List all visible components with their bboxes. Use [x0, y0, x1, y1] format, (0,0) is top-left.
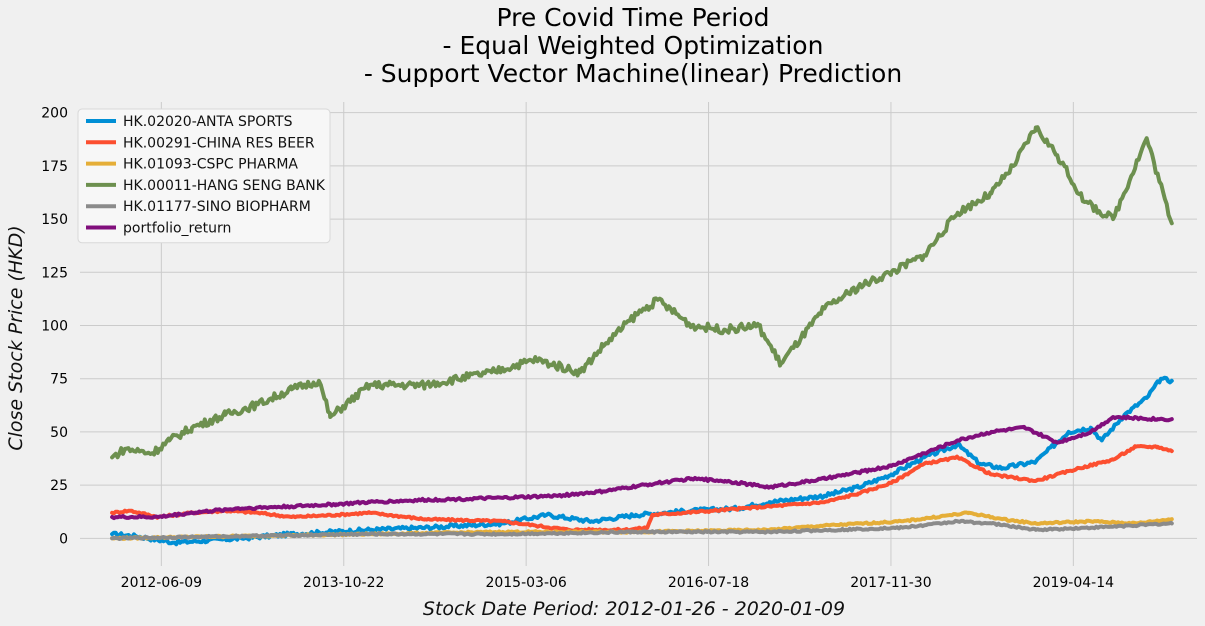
y-tick-label: 25 [50, 478, 68, 494]
legend-label: portfolio_return [123, 221, 231, 237]
chart-title-line: Pre Covid Time Period [496, 3, 769, 32]
x-tick-label: 2017-11-30 [850, 575, 931, 591]
y-tick-label: 75 [50, 372, 68, 388]
y-axis-label: Close Stock Price (HKD) [5, 225, 27, 450]
series-line [110, 518, 1174, 541]
chart-title-line: - Equal Weighted Optimization [443, 31, 824, 60]
y-tick-label: 50 [50, 425, 68, 441]
x-axis-label: Stock Date Period: 2012-01-26 - 2020-01-… [423, 598, 845, 620]
y-axis-ticks: 0 25 50 75 100 125 150 175 200 [41, 106, 68, 548]
chart-title: Pre Covid Time Period- Equal Weighted Op… [364, 3, 902, 88]
legend-label: HK.00291-CHINA RES BEER [123, 135, 315, 151]
y-tick-label: 100 [41, 318, 68, 334]
y-tick-label: 175 [41, 159, 68, 175]
legend: HK.02020-ANTA SPORTS HK.00291-CHINA RES B… [77, 108, 331, 244]
chart-title-line: - Support Vector Machine(linear) Predict… [364, 59, 902, 88]
y-tick-label: 125 [41, 265, 68, 281]
x-tick-label: 2016-07-18 [668, 575, 749, 591]
legend-label: HK.00011-HANG SENG BANK [123, 178, 326, 194]
legend-label: HK.01177-SINO BIOPHARM [123, 199, 311, 215]
y-tick-label: 200 [41, 106, 68, 122]
x-tick-label: 2013-10-22 [303, 575, 384, 591]
x-axis-ticks: 2012-06-09 2013-10-22 2015-03-06 2016-07-18… [121, 575, 1114, 591]
series-line [110, 444, 1174, 533]
series-line [110, 125, 1174, 460]
legend-label: HK.01093-CSPC PHARMA [123, 157, 298, 173]
y-tick-label: 150 [41, 212, 68, 228]
legend-label: HK.02020-ANTA SPORTS [123, 114, 293, 130]
x-tick-label: 2012-06-09 [121, 575, 202, 591]
x-tick-label: 2015-03-06 [485, 575, 566, 591]
grid-lines [80, 102, 1197, 566]
series-lines [110, 125, 1174, 547]
series-line [110, 414, 1174, 521]
x-tick-label: 2019-04-14 [1033, 575, 1114, 591]
y-tick-label: 0 [59, 531, 68, 547]
legend-box [77, 108, 331, 244]
